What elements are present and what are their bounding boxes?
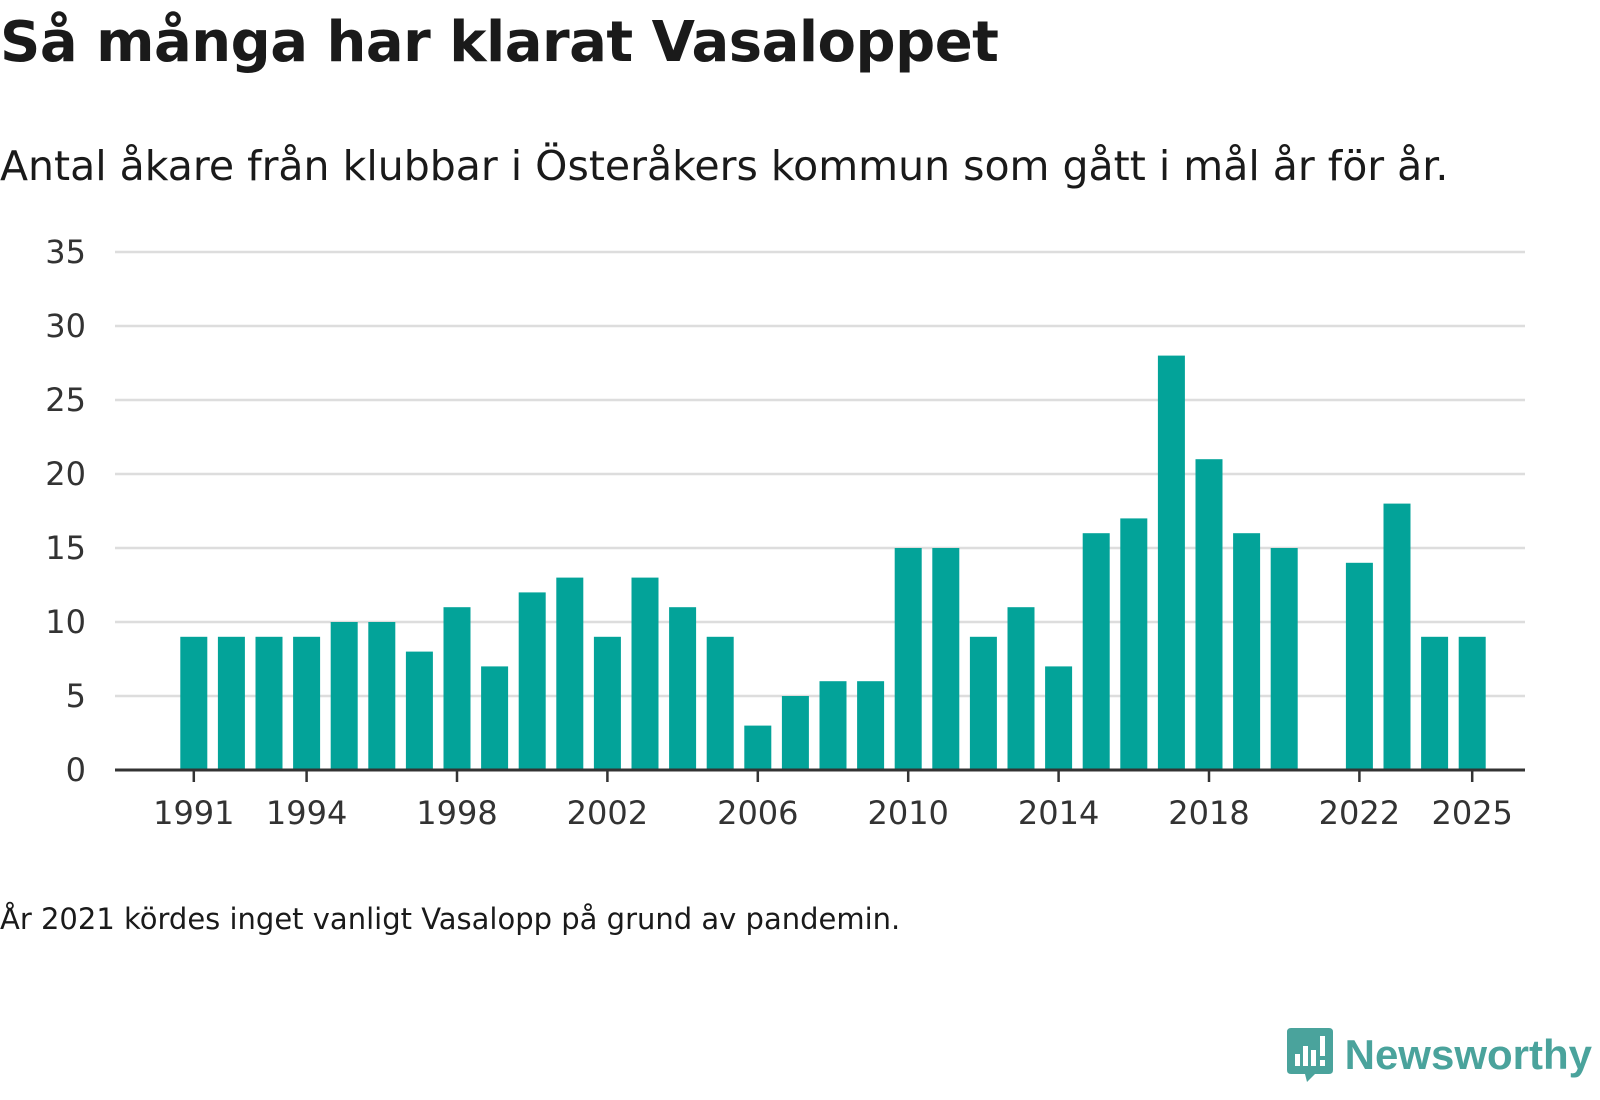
bar-2018[interactable] — [1195, 459, 1223, 770]
bar-1993[interactable] — [255, 636, 283, 770]
y-tick-label: 30 — [45, 307, 86, 345]
x-axis-ticks: 1991 1994 1998 2002 2006 2010 2014 2018 2022 2025 — [153, 770, 1513, 832]
x-tick-label: 2006 — [717, 794, 798, 832]
y-axis-ticks: 0 5 10 15 20 25 30 35 — [45, 233, 86, 789]
bar-2011[interactable] — [932, 548, 960, 770]
bar-2005[interactable] — [706, 636, 734, 770]
bar-2001[interactable] — [556, 577, 584, 770]
y-tick-label: 5 — [66, 677, 86, 715]
y-tick-label: 20 — [45, 455, 86, 493]
bar-2017[interactable] — [1157, 355, 1185, 770]
y-tick-label: 0 — [66, 751, 86, 789]
brand-name: Newsworthy — [1344, 1031, 1592, 1078]
bar-2022[interactable] — [1345, 562, 1373, 770]
x-tick-label: 2002 — [567, 794, 648, 832]
x-tick-label: 1994 — [266, 794, 347, 832]
x-tick-label: 2018 — [1168, 794, 1249, 832]
newsworthy-logo-icon — [1286, 1028, 1333, 1082]
bar-2024[interactable] — [1421, 636, 1449, 770]
chart-title: Så många har klarat Vasaloppet — [0, 10, 999, 75]
bar-1992[interactable] — [217, 636, 245, 770]
bar-1999[interactable] — [481, 666, 509, 770]
bar-1991[interactable] — [180, 636, 208, 770]
bar-1998[interactable] — [443, 607, 471, 770]
bar-1995[interactable] — [330, 622, 358, 770]
bar-2019[interactable] — [1233, 533, 1261, 770]
y-tick-label: 35 — [45, 233, 86, 271]
bar-1997[interactable] — [405, 651, 433, 770]
bar-2003[interactable] — [631, 577, 659, 770]
bar-2002[interactable] — [593, 636, 621, 770]
x-tick-label: 2010 — [867, 794, 948, 832]
bar-2020[interactable] — [1270, 548, 1298, 770]
bar-2007[interactable] — [781, 696, 809, 770]
x-tick-label: 2014 — [1018, 794, 1099, 832]
y-tick-label: 10 — [45, 603, 86, 641]
bar-2004[interactable] — [669, 607, 697, 770]
bar-2013[interactable] — [1007, 607, 1035, 770]
footnote: År 2021 kördes inget vanligt Vasalopp på… — [0, 902, 901, 936]
bar-2012[interactable] — [969, 636, 997, 770]
bar-2008[interactable] — [819, 681, 847, 770]
bars — [180, 355, 1486, 770]
y-tick-label: 25 — [45, 381, 86, 419]
bar-2023[interactable] — [1383, 503, 1411, 770]
bar-2000[interactable] — [518, 592, 546, 770]
gridlines — [115, 250, 1525, 698]
x-tick-label: 2025 — [1431, 794, 1512, 832]
x-tick-label: 1991 — [153, 794, 234, 832]
bar-2009[interactable] — [857, 681, 885, 770]
bar-2015[interactable] — [1082, 533, 1110, 770]
bar-2016[interactable] — [1120, 518, 1148, 770]
x-tick-label: 1998 — [416, 794, 497, 832]
bar-1994[interactable] — [293, 636, 321, 770]
brand-logo[interactable]: Newsworthy — [1285, 1026, 1592, 1084]
y-tick-label: 15 — [45, 529, 86, 567]
bar-2025[interactable] — [1458, 636, 1486, 770]
bar-1996[interactable] — [368, 622, 396, 770]
bar-2006[interactable] — [744, 725, 772, 770]
bar-2010[interactable] — [894, 548, 922, 770]
chart-subtitle: Antal åkare från klubbar i Österåkers ko… — [0, 142, 1449, 190]
bar-2014[interactable] — [1045, 666, 1073, 770]
x-tick-label: 2022 — [1319, 794, 1400, 832]
